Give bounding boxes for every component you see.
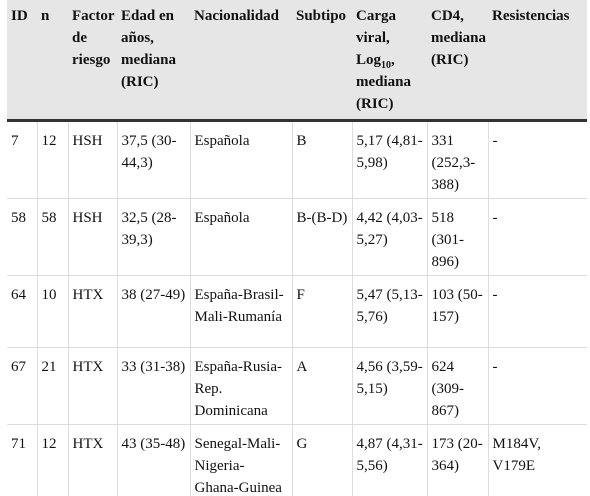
table-cell: 32,5 (28-39,3) bbox=[116, 198, 190, 276]
table-row: 58 58 HSH 32,5 (28-39,3) Española B-(B-D) 4,42… bbox=[7, 198, 587, 276]
table-cell: - bbox=[487, 347, 587, 425]
table-cell: 4,56 (3,59-5,15) bbox=[351, 347, 427, 425]
table-row: 64 10 HTX 38 (27-49) España-Brasil-Mali-Ruma… bbox=[7, 275, 587, 348]
table-cell: 331 (252,3-388) bbox=[426, 120, 488, 199]
column-header: Factor de riesgo bbox=[68, 0, 117, 122]
table-row: 67 21 HTX 33 (31-38) España-Rusia-Rep. Domin… bbox=[7, 347, 587, 425]
table-cell: G bbox=[291, 424, 352, 496]
column-header: Carga viral, Log10, mediana (RIC) bbox=[352, 0, 427, 122]
table-cell: 67 bbox=[7, 347, 37, 425]
table-row: 7 12 HSH 37,5 (30-44,3) Española B 5,17 (4,81-… bbox=[7, 120, 587, 199]
table-cell: España-Brasil-Mali-Rumanía bbox=[189, 275, 292, 348]
table-row: 71 12 HTX 43 (35-48) Senegal-Mali-Nigeria-Gh… bbox=[7, 424, 587, 496]
table-cell: 103 (50-157) bbox=[426, 275, 488, 348]
table-cell: 12 bbox=[36, 424, 68, 496]
table-body: 7 12 HSH 37,5 (30-44,3) Española B 5,17 (4,81-… bbox=[7, 120, 587, 496]
table-cell: - bbox=[487, 120, 587, 199]
column-header: Nacionalidad bbox=[190, 0, 292, 122]
table-cell: M184V, V179E bbox=[487, 424, 587, 496]
table-cell: 5,47 (5,13-5,76) bbox=[351, 275, 427, 348]
table-cell: 4,87 (4,31-5,56) bbox=[351, 424, 427, 496]
table-cell: - bbox=[487, 198, 587, 276]
table-cell: HTX bbox=[67, 424, 117, 496]
table-cell: A bbox=[291, 347, 352, 425]
table-cell: 7 bbox=[7, 120, 37, 199]
table-cell: 43 (35-48) bbox=[116, 424, 190, 496]
table-cell: B bbox=[291, 120, 352, 199]
column-header: Resistencias bbox=[488, 0, 587, 122]
table-cell: HTX bbox=[67, 275, 117, 348]
table-cell: 21 bbox=[36, 347, 68, 425]
table-cell: 12 bbox=[36, 120, 68, 199]
data-table: ID n Factor de riesgo Edad en años, mediana… bbox=[7, 0, 587, 496]
table-cell: B-(B-D) bbox=[291, 198, 352, 276]
table-cell: HSH bbox=[67, 198, 117, 276]
column-header: CD4, mediana (RIC) bbox=[427, 0, 488, 122]
table-cell: 5,17 (4,81-5,98) bbox=[351, 120, 427, 199]
table-cell: Española bbox=[189, 198, 292, 276]
header-text: Carga viral, Log bbox=[356, 8, 396, 68]
table-cell: 173 (20-364) bbox=[426, 424, 488, 496]
column-header: ID bbox=[7, 0, 37, 122]
table-cell: Española bbox=[189, 120, 292, 199]
table-cell: HSH bbox=[67, 120, 117, 199]
table-cell: 4,42 (4,03-5,27) bbox=[351, 198, 427, 276]
table-cell: España-Rusia-Rep. Dominicana bbox=[189, 347, 292, 425]
table-cell: 33 (31-38) bbox=[116, 347, 190, 425]
header-row: ID n Factor de riesgo Edad en años, mediana… bbox=[7, 0, 587, 122]
table-cell: 58 bbox=[36, 198, 68, 276]
table-cell: F bbox=[291, 275, 352, 348]
header-text: , mediana (RIC) bbox=[356, 52, 412, 112]
table-cell: HTX bbox=[67, 347, 117, 425]
table-cell: 71 bbox=[7, 424, 37, 496]
table-cell: 624 (309-867) bbox=[426, 347, 488, 425]
table-cell: 38 (27-49) bbox=[116, 275, 190, 348]
table-cell: - bbox=[487, 275, 587, 348]
table-cell: 37,5 (30-44,3) bbox=[116, 120, 190, 199]
column-header: Edad en años, mediana (RIC) bbox=[117, 0, 190, 122]
table-cell: 58 bbox=[7, 198, 37, 276]
table-cell: 64 bbox=[7, 275, 37, 348]
table-cell: 518 (301-896) bbox=[426, 198, 488, 276]
table-cell: 10 bbox=[36, 275, 68, 348]
column-header: n bbox=[37, 0, 68, 122]
header-subscript: 10 bbox=[381, 60, 392, 71]
table-cell: Senegal-Mali-Nigeria-Ghana-Guinea bbox=[189, 424, 292, 496]
column-header: Subtipo bbox=[292, 0, 352, 122]
